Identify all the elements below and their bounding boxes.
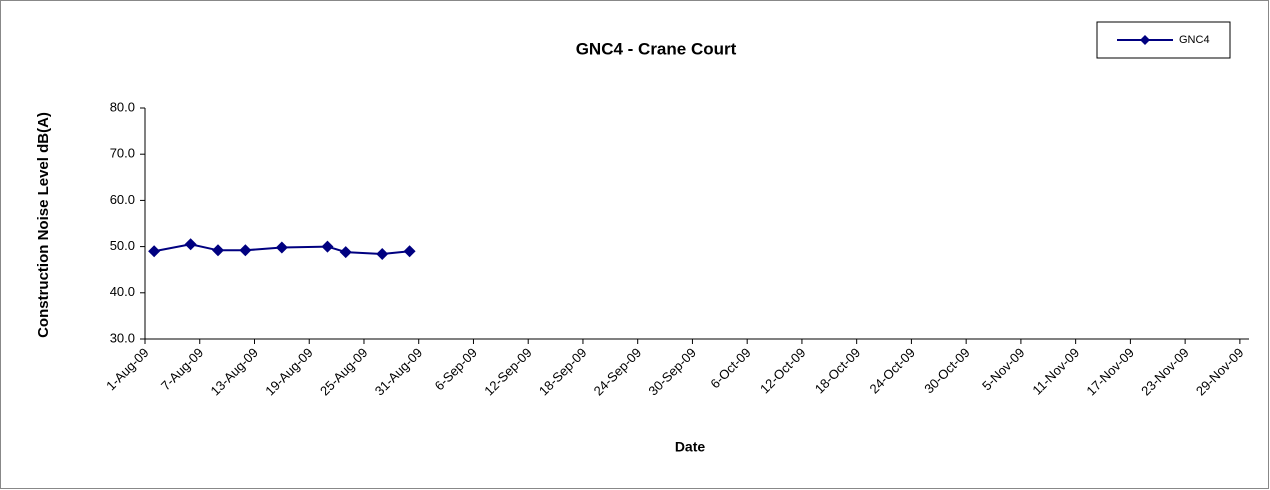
marker xyxy=(339,246,352,259)
marker xyxy=(376,247,389,260)
marker xyxy=(403,245,416,258)
marker xyxy=(211,244,224,257)
marker xyxy=(239,244,252,257)
x-axis-label: Date xyxy=(675,439,706,455)
y-axis-label: Construction Noise Level dB(A) xyxy=(35,112,52,338)
y-tick-label: 50.0 xyxy=(110,238,135,253)
marker xyxy=(148,245,161,258)
marker xyxy=(321,240,334,253)
chart-title: GNC4 - Crane Court xyxy=(576,39,737,58)
marker xyxy=(275,241,288,254)
legend-label: GNC4 xyxy=(1179,34,1210,46)
marker xyxy=(184,238,197,251)
y-tick-label: 80.0 xyxy=(110,99,135,114)
y-tick-label: 60.0 xyxy=(110,192,135,207)
y-tick-label: 40.0 xyxy=(110,284,135,299)
legend-marker xyxy=(1140,35,1150,45)
y-tick-label: 30.0 xyxy=(110,330,135,345)
y-tick-label: 70.0 xyxy=(110,146,135,161)
